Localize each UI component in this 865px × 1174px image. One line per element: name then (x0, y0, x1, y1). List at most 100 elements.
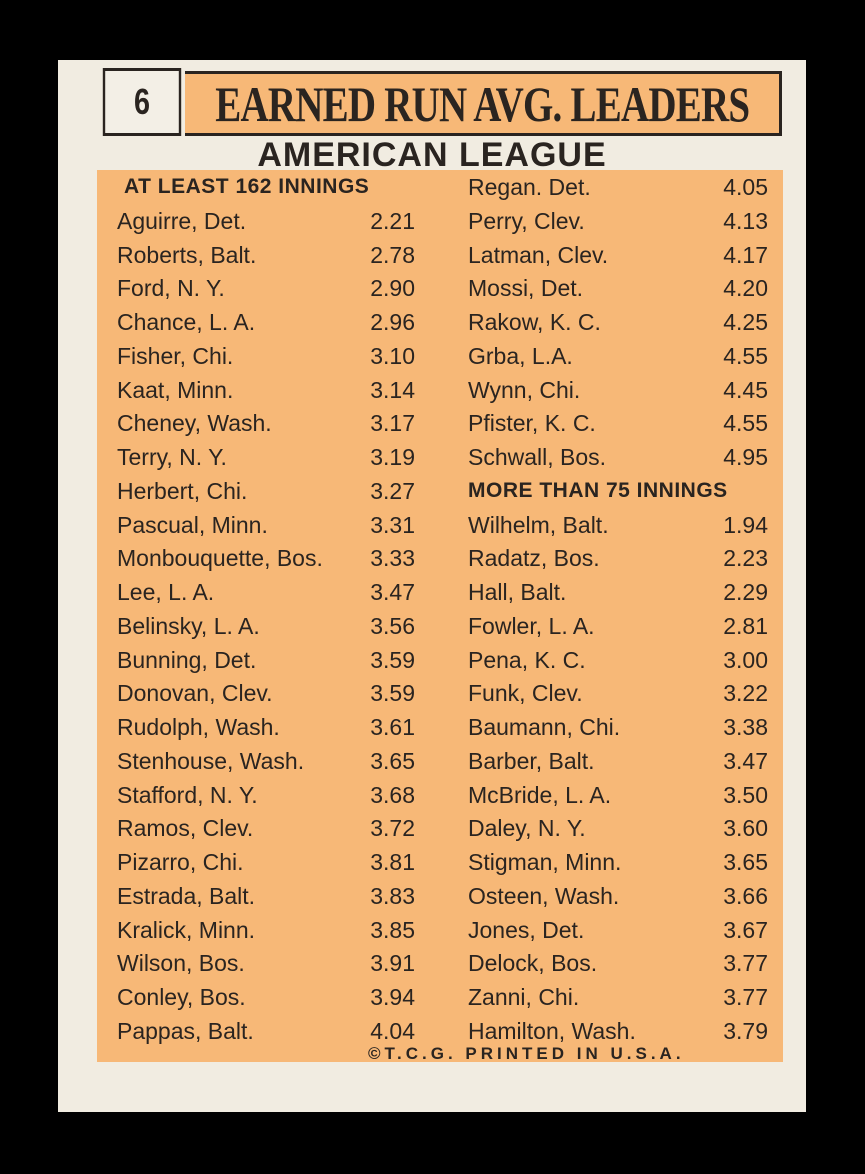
pitcher-name: Daley, N. Y. (468, 815, 586, 842)
era-value: 3.31 (370, 511, 415, 538)
pitcher-name: Stafford, N. Y. (117, 781, 258, 808)
era-value: 3.68 (370, 781, 415, 808)
era-value: 2.78 (370, 241, 415, 268)
era-value: 4.25 (723, 309, 768, 335)
pitcher-name: Conley, Bos. (117, 984, 246, 1010)
table-row: Ford, N. Y. 2.90 (58, 272, 806, 304)
pitcher-name: Mossi, Det. (468, 275, 584, 302)
table-row: Zanni, Chi. 3.77 (58, 981, 806, 1013)
pitcher-name: Grba, L.A. (468, 342, 573, 369)
era-value: 1.94 (723, 511, 768, 538)
table-row: Barber, Balt. 3.47 (58, 745, 806, 777)
pitcher-name: Bunning, Det. (117, 646, 257, 673)
pitcher-name: Estrada, Balt. (117, 882, 256, 909)
table-row: Stigman, Minn. 3.65 (58, 846, 806, 878)
era-value: 3.65 (723, 849, 768, 875)
section-header: AT LEAST 162 INNINGS (124, 175, 370, 198)
pitcher-name: Stenhouse, Wash. (117, 747, 305, 774)
section-header: MORE THAN 75 INNINGS (468, 478, 728, 502)
table-row: Aguirre, Det. 2.21 (58, 205, 806, 237)
pitcher-name: Baumann, Chi. (468, 714, 621, 740)
pitcher-name: Funk, Clev. (468, 680, 583, 707)
pitcher-name: Radatz, Bos. (468, 545, 600, 572)
table-row: Jones, Det. 3.67 (58, 914, 806, 946)
pitcher-name: Barber, Balt. (468, 747, 595, 774)
era-value: 3.72 (370, 815, 415, 842)
table-row: Regan. Det. 4.05 (58, 171, 806, 203)
card-title: EARNED RUN AVG. LEADERS (215, 75, 750, 132)
pitcher-name: Fisher, Chi. (117, 342, 234, 369)
table-row: Estrada, Balt. 3.83 (58, 880, 806, 912)
stats-panel (97, 170, 783, 1062)
era-value: 2.23 (723, 545, 768, 572)
era-value: 3.65 (370, 747, 415, 774)
table-row: Lee, L. A. 3.47 (58, 576, 806, 608)
era-value: 3.77 (723, 950, 768, 977)
pitcher-name: Kaat, Minn. (117, 376, 234, 403)
era-value: 2.81 (723, 612, 768, 639)
era-value: 3.47 (723, 747, 768, 774)
pitcher-name: Pfister, K. C. (468, 410, 596, 437)
table-row: Belinsky, L. A. 3.56 (58, 610, 806, 642)
era-value: 3.66 (723, 882, 768, 909)
pitcher-name: Delock, Bos. (468, 950, 598, 977)
table-row: Baumann, Chi. 3.38 (58, 711, 806, 743)
era-value: 3.22 (723, 680, 768, 707)
pitcher-name: Pizarro, Chi. (117, 849, 244, 875)
era-value: 4.45 (723, 376, 768, 403)
table-row: Daley, N. Y. 3.60 (58, 812, 806, 844)
pitcher-name: Osteen, Wash. (468, 882, 620, 909)
era-value: 2.21 (370, 207, 415, 234)
pitcher-name: Terry, N. Y. (117, 444, 227, 470)
pitcher-name: Monbouquette, Bos. (117, 545, 323, 572)
title-banner: EARNED RUN AVG. LEADERS (185, 71, 782, 136)
table-row: Roberts, Balt. 2.78 (58, 239, 806, 271)
era-value: 3.14 (370, 376, 415, 403)
pitcher-name: Donovan, Clev. (117, 680, 273, 707)
pitcher-name: Belinsky, L. A. (117, 612, 260, 639)
pitcher-name: Regan. Det. (468, 174, 591, 200)
table-row: Rudolph, Wash. 3.61 (58, 711, 806, 743)
era-value: 3.81 (370, 849, 415, 875)
era-value: 3.33 (370, 545, 415, 572)
era-value: 3.94 (370, 984, 415, 1010)
pitcher-name: Jones, Det. (468, 916, 585, 943)
era-value: 3.38 (723, 714, 768, 740)
era-value: 4.05 (723, 174, 768, 200)
pitcher-name: Zanni, Chi. (468, 984, 580, 1010)
table-row: Schwall, Bos. 4.95 (58, 441, 806, 473)
era-value: 4.17 (723, 241, 768, 268)
pitcher-name: Wilhelm, Balt. (468, 511, 609, 538)
era-value: 3.60 (723, 815, 768, 842)
pitcher-name: Stigman, Minn. (468, 849, 622, 875)
era-value: 3.85 (370, 916, 415, 943)
table-row: Pfister, K. C. 4.55 (58, 407, 806, 439)
table-row: Chance, L. A. 2.96 (58, 306, 806, 338)
table-row: Donovan, Clev. 3.59 (58, 677, 806, 709)
pitcher-name: Aguirre, Det. (117, 207, 247, 234)
era-value: 3.67 (723, 916, 768, 943)
pitcher-name: Roberts, Balt. (117, 241, 257, 268)
table-row: Wilhelm, Balt. 1.94 (58, 509, 806, 541)
table-row: Kralick, Minn. 3.85 (58, 914, 806, 946)
era-value: 3.77 (723, 984, 768, 1010)
era-value: 3.47 (370, 579, 415, 605)
era-value: 4.55 (723, 410, 768, 437)
pitcher-name: Rudolph, Wash. (117, 714, 280, 740)
era-value: 3.83 (370, 882, 415, 909)
era-value: 2.96 (370, 309, 415, 335)
pitcher-name: Latman, Clev. (468, 241, 609, 268)
table-row: Ramos, Clev. 3.72 (58, 812, 806, 844)
table-row: Funk, Clev. 3.22 (58, 677, 806, 709)
era-value: 3.59 (370, 646, 415, 673)
era-value: 3.59 (370, 680, 415, 707)
pitcher-name: Chance, L. A. (117, 309, 256, 335)
era-value: 4.55 (723, 342, 768, 369)
table-row: Stenhouse, Wash. 3.65 (58, 745, 806, 777)
table-row: Kaat, Minn. 3.14 (58, 374, 806, 406)
table-row: Stafford, N. Y. 3.68 (58, 779, 806, 811)
table-row: Monbouquette, Bos. 3.33 (58, 542, 806, 574)
table-row: Conley, Bos. 3.94 (58, 981, 806, 1013)
table-row: Herbert, Chi. 3.27 (58, 475, 806, 507)
era-value: 3.50 (723, 781, 768, 808)
